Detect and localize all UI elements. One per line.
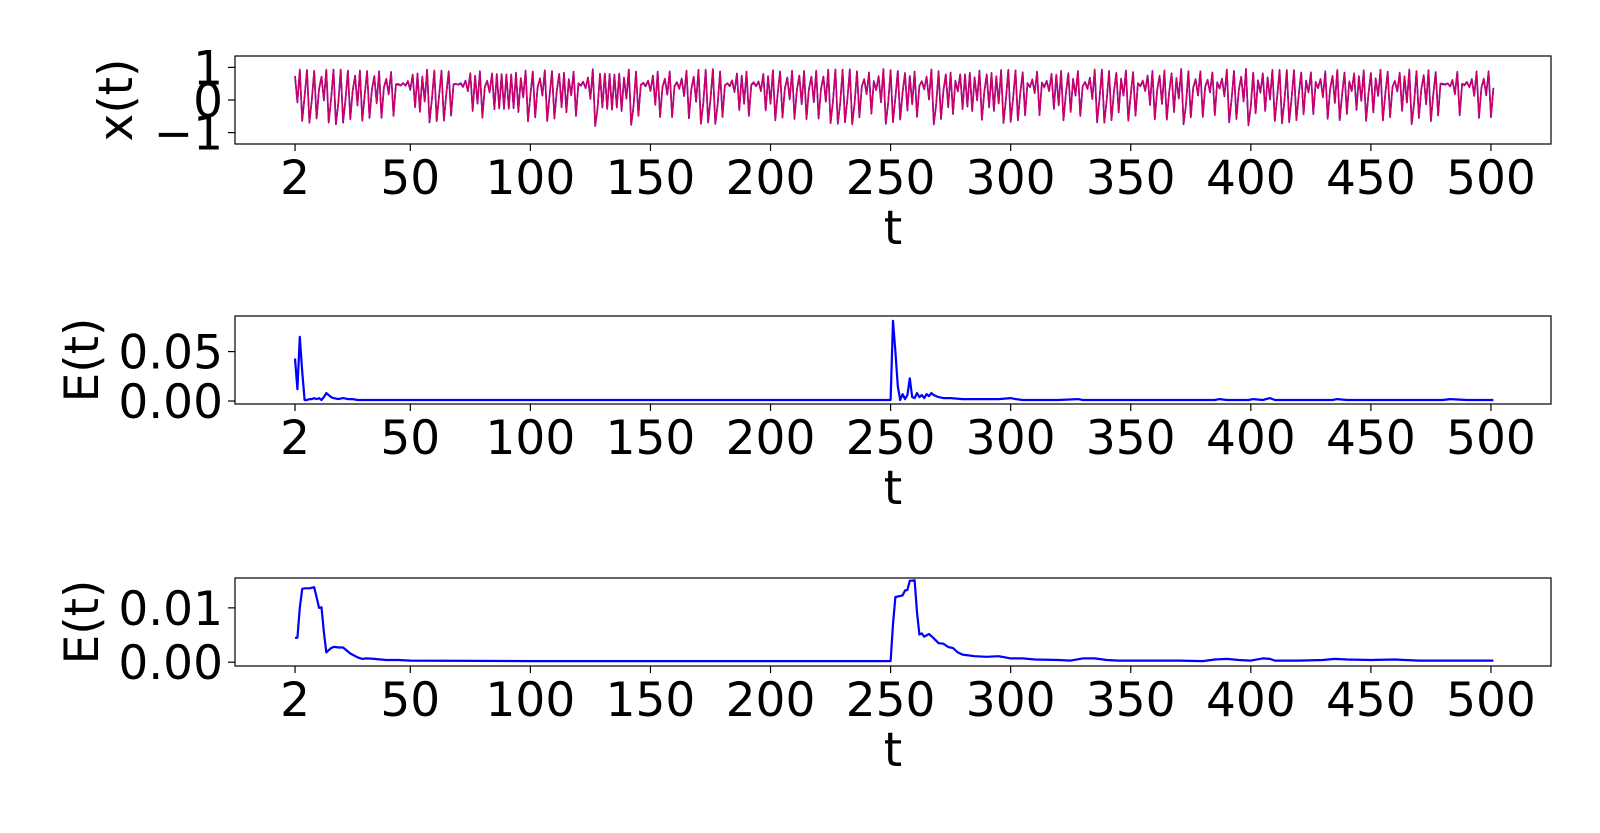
- x-tick-label: 350: [1086, 673, 1176, 728]
- series-line-2-0: [295, 579, 1494, 663]
- x-tick-label: 250: [846, 411, 936, 466]
- x-tick-label: 350: [1086, 411, 1176, 466]
- x-tick-label: 400: [1206, 673, 1296, 728]
- x-tick-label: 2: [280, 673, 310, 728]
- x-tick-label: 200: [726, 411, 816, 466]
- x-tick-label: 150: [606, 411, 696, 466]
- y-axis-label: E(t): [55, 580, 110, 665]
- y-tick-label: 1: [193, 41, 223, 96]
- panel-error-e2: 2 50 100 150 200 250 300 350 400 450 5000.010.00tE…: [55, 577, 1552, 778]
- x-tick-label: 100: [486, 411, 576, 466]
- axes-frame: [234, 577, 1552, 667]
- series-line-0-1: [294, 68, 1495, 127]
- x-tick-label: 450: [1326, 411, 1416, 466]
- y-tick-label: 0.00: [118, 375, 223, 430]
- x-tick-label: 450: [1326, 673, 1416, 728]
- x-tick-label: 2: [280, 411, 310, 466]
- series-line-1-0: [293, 319, 1494, 402]
- x-axis-label: t: [884, 461, 902, 516]
- y-axis-label: x(t): [89, 59, 144, 142]
- x-tick-label: 150: [606, 673, 696, 728]
- x-tick-label: 300: [966, 151, 1056, 206]
- x-tick-label: 200: [726, 673, 816, 728]
- x-tick-label: 400: [1206, 411, 1296, 466]
- x-tick-label: 150: [606, 151, 696, 206]
- x-tick-label: 450: [1326, 151, 1416, 206]
- x-tick-label: 300: [966, 673, 1056, 728]
- x-tick-label: 500: [1446, 673, 1536, 728]
- y-tick-label: 0: [193, 74, 223, 129]
- x-axis-label: t: [884, 201, 902, 256]
- x-axis-label: t: [884, 723, 902, 778]
- x-tick-label: 500: [1446, 411, 1536, 466]
- x-tick-label: 500: [1446, 151, 1536, 206]
- x-tick-label: 50: [380, 151, 440, 206]
- x-tick-label: 300: [966, 411, 1056, 466]
- y-tick-label: 0.01: [118, 582, 223, 637]
- axes-frame: [234, 315, 1552, 405]
- x-tick-label: 50: [380, 673, 440, 728]
- y-tick-label: −1: [154, 107, 223, 162]
- x-tick-label: 250: [846, 151, 936, 206]
- x-tick-label: 2: [280, 151, 310, 206]
- y-tick-label: 0.00: [118, 636, 223, 691]
- x-tick-label: 400: [1206, 151, 1296, 206]
- y-axis-label: E(t): [55, 318, 110, 403]
- x-tick-label: 100: [486, 151, 576, 206]
- panel-error-e1: 2 50 100 150 200 250 300 350 400 450 5000.050.00tE…: [55, 315, 1552, 516]
- x-tick-label: 200: [726, 151, 816, 206]
- y-tick-label: 0.05: [118, 326, 223, 381]
- x-tick-label: 50: [380, 411, 440, 466]
- x-tick-label: 350: [1086, 151, 1176, 206]
- x-tick-label: 250: [846, 673, 936, 728]
- x-tick-label: 100: [486, 673, 576, 728]
